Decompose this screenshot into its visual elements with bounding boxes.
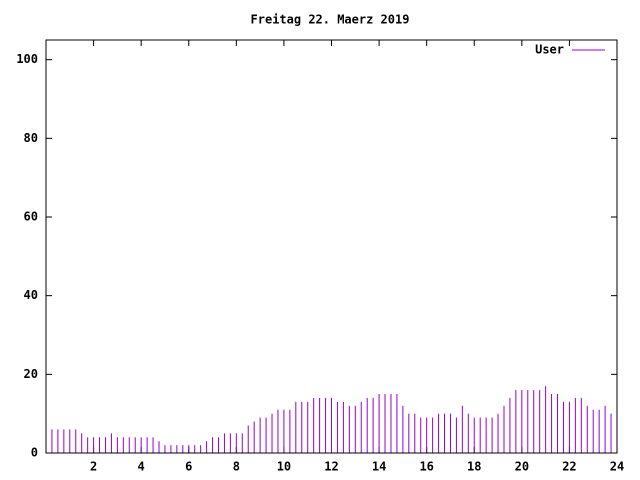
y-tick-label: 80 bbox=[24, 131, 38, 145]
x-tick-label: 14 bbox=[372, 460, 386, 474]
x-tick-label: 22 bbox=[562, 460, 576, 474]
x-tick-label: 6 bbox=[185, 460, 192, 474]
y-tick-label: 100 bbox=[16, 52, 38, 66]
x-tick-label: 16 bbox=[419, 460, 433, 474]
y-tick-label: 0 bbox=[31, 446, 38, 460]
x-tick-label: 2 bbox=[90, 460, 97, 474]
plot-border bbox=[45, 39, 618, 454]
x-tick-label: 12 bbox=[324, 460, 338, 474]
x-tick-label: 8 bbox=[233, 460, 240, 474]
x-tick-label: 4 bbox=[138, 460, 145, 474]
x-tick-label: 24 bbox=[610, 460, 624, 474]
legend-label: User bbox=[535, 43, 564, 57]
x-tick-label: 10 bbox=[277, 460, 291, 474]
x-tick-label: 18 bbox=[467, 460, 481, 474]
y-tick-label: 40 bbox=[24, 288, 38, 302]
chart-title: Freitag 22. Maerz 2019 bbox=[251, 13, 410, 27]
y-tick-label: 20 bbox=[24, 367, 38, 381]
y-tick-label: 60 bbox=[24, 210, 38, 224]
x-tick-label: 20 bbox=[515, 460, 529, 474]
